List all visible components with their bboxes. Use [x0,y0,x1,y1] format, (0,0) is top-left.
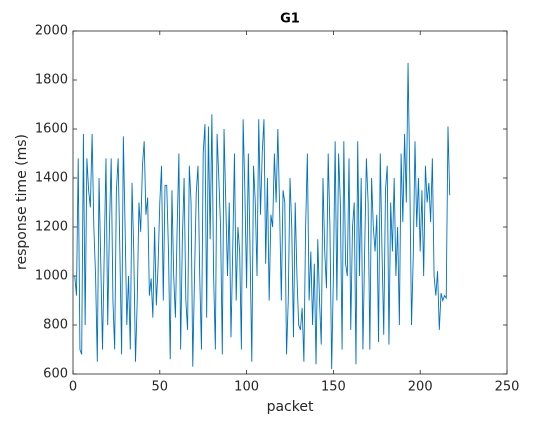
y-tick-label: 1800 [35,73,68,88]
x-tick-label: 50 [152,380,169,395]
x-axis-label: packet [267,399,314,415]
y-tick-label: 1200 [35,220,68,235]
x-tick-label: 0 [69,380,77,395]
x-tick-label: 100 [234,380,259,395]
y-tick-label: 800 [43,318,68,333]
y-tick-label: 600 [43,367,68,382]
data-line [74,62,451,370]
chart-title: G1 [280,12,300,27]
y-tick-label: 1000 [35,269,68,284]
y-tick-label: 2000 [35,24,68,39]
x-tick-label: 250 [495,380,520,395]
y-axis-label: response time (ms) [14,134,30,270]
x-tick-label: 150 [321,380,346,395]
y-tick-label: 1400 [35,171,68,186]
y-tick-label: 1600 [35,122,68,137]
x-tick-label: 200 [408,380,433,395]
